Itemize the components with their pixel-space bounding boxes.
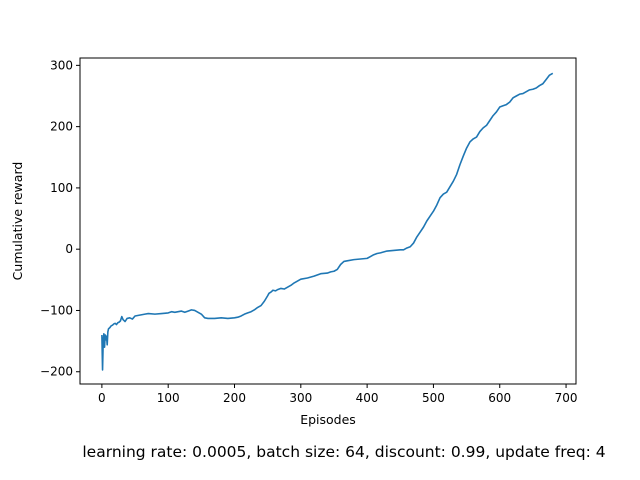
plot-frame — [79, 57, 577, 385]
x-tick-label: 400 — [356, 391, 379, 405]
y-tick-label: 300 — [50, 58, 73, 72]
x-axis-label: Episodes — [300, 412, 356, 427]
y-tick-label: −200 — [40, 365, 73, 379]
series-layer — [101, 72, 554, 371]
caption-text: learning rate: 0.0005, batch size: 64, d… — [82, 443, 605, 461]
x-tick-label: 200 — [223, 391, 246, 405]
x-tick-label: 600 — [488, 391, 511, 405]
x-tick-label: 300 — [289, 391, 312, 405]
plot-area — [79, 57, 577, 385]
y-axis: −200 −100 0 100 200 300 — [40, 58, 80, 379]
y-tick-label: 200 — [50, 120, 73, 134]
x-tick-label: 500 — [422, 391, 445, 405]
x-tick-label: 700 — [555, 391, 578, 405]
x-tick-label: 0 — [98, 391, 106, 405]
series-line-0 — [101, 72, 554, 371]
y-tick-label: 0 — [65, 242, 73, 256]
x-axis: 0 100 200 300 400 500 600 700 — [98, 384, 578, 405]
x-tick-label: 100 — [157, 391, 180, 405]
y-tick-label: 100 — [50, 181, 73, 195]
y-axis-label: Cumulative reward — [10, 162, 25, 281]
y-tick-label: −100 — [40, 303, 73, 317]
